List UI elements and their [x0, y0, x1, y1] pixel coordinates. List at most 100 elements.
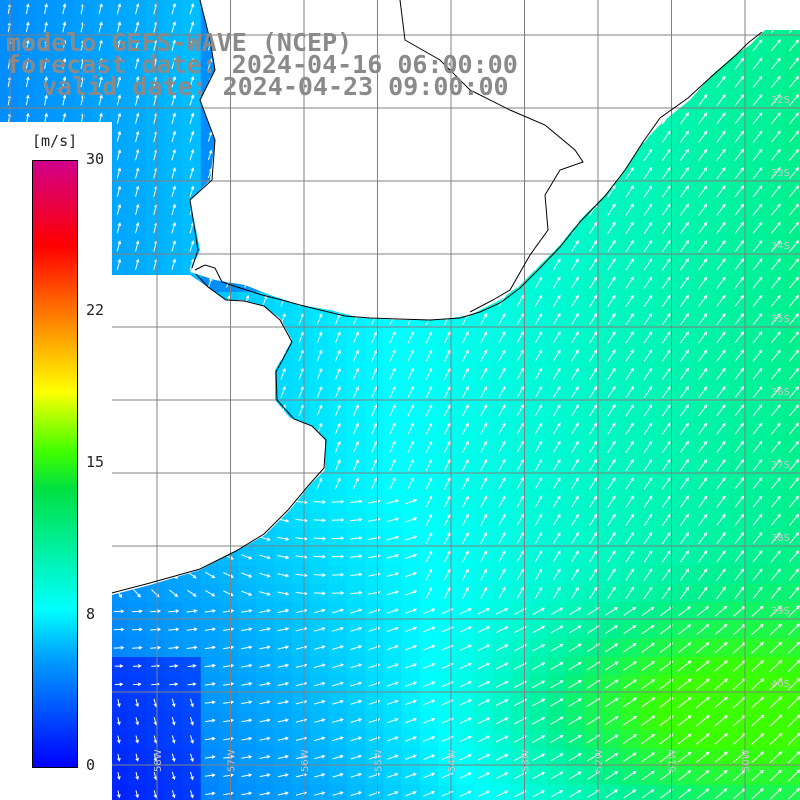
wind-arrow	[770, 112, 781, 125]
wind-cell	[146, 784, 165, 800]
wind-cell	[784, 784, 800, 800]
wind-cell	[255, 784, 275, 800]
wind-arrow	[552, 294, 561, 307]
wind-arrow	[607, 221, 616, 234]
wind-arrow	[716, 531, 726, 545]
wind-arrow	[550, 753, 564, 762]
wind-arrow	[714, 678, 729, 691]
latitude-label: 37S	[771, 460, 790, 471]
wind-arrow	[589, 294, 598, 307]
wind-arrow	[679, 203, 689, 216]
wind-arrow	[698, 112, 708, 125]
wind-cell	[784, 73, 800, 92]
wind-arrow	[589, 440, 598, 453]
wind-arrow	[752, 367, 763, 380]
wind-arrow	[696, 624, 710, 635]
wind-arrow	[770, 240, 781, 253]
wind-arrow	[734, 94, 745, 107]
wind-cell	[711, 784, 731, 800]
wind-arrow	[462, 495, 469, 508]
wind-cell	[784, 438, 800, 457]
model-title: modelo GEFS-WAVE (NCEP)	[6, 28, 353, 57]
wind-arrow	[498, 404, 506, 417]
wind-arrow	[550, 771, 564, 780]
wind-arrow	[117, 753, 121, 762]
wind-arrow	[698, 386, 708, 399]
wind-arrow	[241, 773, 253, 777]
wind-arrow	[277, 736, 289, 741]
wind-arrow	[259, 718, 271, 723]
wind-arrow	[386, 699, 399, 705]
wind-arrow	[661, 276, 671, 289]
wind-arrow	[171, 771, 176, 781]
wind-arrow	[498, 312, 506, 326]
wind-arrow	[495, 717, 509, 725]
wind-arrow	[204, 609, 217, 613]
wind-arrow	[223, 718, 235, 723]
wind-arrow	[425, 422, 433, 435]
wind-arrow	[116, 76, 122, 88]
wind-arrow	[661, 495, 671, 508]
wind-arrow	[607, 258, 616, 271]
wind-arrow	[698, 148, 708, 161]
wind-arrow	[386, 791, 399, 797]
wind-arrow	[625, 349, 634, 362]
wind-arrow	[135, 21, 140, 33]
wind-arrow	[534, 404, 543, 417]
wind-arrow	[495, 644, 509, 652]
wind-arrow	[187, 682, 197, 687]
wind-arrow	[516, 550, 524, 563]
wind-arrow	[98, 57, 103, 70]
wind-arrow	[334, 459, 341, 471]
wind-arrow	[534, 294, 543, 307]
wind-arrow	[641, 715, 656, 727]
wind-arrow	[116, 149, 122, 161]
wind-arrow	[770, 386, 781, 399]
wind-arrow	[316, 331, 323, 344]
wind-arrow	[571, 422, 579, 435]
wind-arrow	[661, 294, 671, 307]
wind-arrow	[641, 642, 655, 653]
wind-arrow	[462, 550, 469, 563]
wind-arrow	[788, 39, 800, 52]
wind-arrow	[625, 495, 634, 508]
wind-arrow	[698, 550, 708, 563]
wind-arrow	[171, 39, 176, 51]
wind-arrow	[259, 536, 271, 542]
wind-arrow	[734, 349, 745, 362]
wind-arrow	[313, 681, 326, 687]
wind-arrow	[295, 518, 308, 523]
wind-arrow	[313, 608, 326, 614]
valid-date: valid date: 2024-04-23 09:00:00	[42, 72, 509, 101]
wind-arrow	[407, 458, 414, 472]
wind-arrow	[113, 627, 125, 632]
wind-arrow	[404, 571, 418, 578]
wind-arrow	[135, 112, 140, 124]
wind-arrow	[495, 662, 509, 670]
wind-arrow	[571, 404, 579, 417]
wind-arrow	[752, 258, 763, 271]
wind-arrow	[404, 626, 418, 633]
longitude-label: 52W	[594, 749, 605, 772]
wind-arrow	[625, 477, 634, 490]
wind-arrow	[607, 331, 616, 344]
wind-arrow	[716, 349, 726, 362]
wind-arrow	[589, 513, 598, 526]
wind-cell	[346, 784, 366, 800]
wind-arrow	[241, 700, 253, 705]
wind-arrow	[788, 185, 800, 198]
wind-arrow	[641, 770, 655, 781]
wind-arrow	[752, 130, 763, 143]
wind-arrow	[571, 440, 579, 453]
wind-arrow	[443, 440, 451, 453]
wind-arrow	[623, 606, 637, 616]
wind-arrow	[498, 458, 506, 472]
wind-arrow	[751, 641, 764, 654]
wind-arrow	[679, 404, 689, 417]
wind-arrow	[641, 789, 655, 799]
wind-arrow	[641, 752, 656, 763]
wind-arrow	[350, 645, 363, 650]
wind-arrow	[532, 735, 546, 743]
wind-arrow	[534, 459, 543, 472]
wind-arrow	[404, 553, 418, 560]
